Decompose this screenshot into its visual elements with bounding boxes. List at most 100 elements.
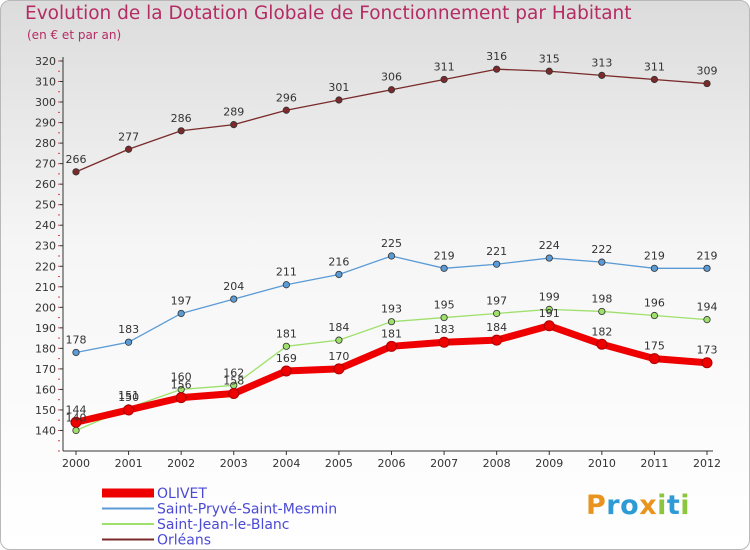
data-labels: 266 277 286 289 296 301 306 311 316 315 313 311 309 1… [66,50,718,424]
data-label: 158 [223,375,244,388]
data-point [280,365,292,377]
logo-letter: i [657,490,667,521]
data-label: 181 [381,327,402,340]
data-point [335,96,343,104]
data-point [440,75,448,84]
data-point [386,340,397,352]
data-label: 219 [697,249,718,262]
data-point [282,342,290,350]
data-point [650,264,659,272]
y-tick-label: 160 [35,383,56,396]
data-label: 221 [486,245,507,258]
data-point [335,336,343,344]
data-point [282,281,290,289]
x-tick-label: 2000 [62,457,90,470]
data-label: 170 [328,350,349,363]
data-point [650,75,659,84]
data-label: 144 [66,403,87,416]
data-point [282,106,290,114]
y-tick-label: 180 [35,342,56,355]
data-point [703,79,711,88]
data-label: 309 [697,65,718,78]
data-label: 183 [118,323,139,336]
logo-letter: t [666,490,681,521]
data-label: 140 [66,411,87,424]
data-label: 286 [171,112,192,125]
data-label: 184 [328,321,349,334]
logo-letter: r [606,490,621,521]
data-label: 219 [644,249,665,262]
data-label: 182 [591,325,612,338]
data-label: 181 [276,327,297,340]
data-label: 194 [697,301,718,314]
y-tick-label: 200 [35,301,56,314]
data-label: 197 [171,294,192,307]
x-tick-label: 2004 [272,457,300,470]
logo-letter: P [586,490,607,521]
data-point [491,334,503,346]
data-point [543,320,555,332]
data-label: 315 [539,52,560,65]
data-point [72,348,80,357]
data-label: 193 [381,303,402,316]
data-label: 311 [644,60,665,73]
data-label: 301 [328,81,349,94]
data-point [124,145,133,153]
data-point [440,313,448,322]
data-point [545,254,553,262]
data-label: 289 [223,106,244,119]
data-label: 219 [434,249,455,262]
data-label: 224 [539,239,560,252]
data-point [703,316,711,324]
data-point [228,388,240,400]
x-tick-label: 2001 [115,457,143,470]
y-tick-label: 240 [35,219,56,232]
logo-letter: i [680,490,691,521]
data-label: 313 [591,56,612,69]
chart-subtitle: (en € et par an) [27,28,122,42]
data-point [596,338,608,350]
data-label: 222 [591,243,612,256]
data-label: 199 [539,290,560,303]
x-tick-label: 2010 [588,457,616,470]
data-label: 195 [434,299,455,312]
data-label: 266 [66,153,87,166]
y-tick-label: 300 [35,96,56,109]
x-tick-label: 2002 [167,457,195,470]
data-point [335,270,343,279]
data-point [598,71,606,79]
data-point [72,426,80,435]
data-label: 277 [118,130,139,143]
data-point [333,363,345,375]
y-tick-label: 220 [35,260,56,273]
y-tick-label: 140 [35,424,56,437]
data-point [72,168,80,176]
x-tick-label: 2012 [693,457,721,470]
data-point [648,353,660,365]
y-tick-label: 310 [35,76,56,89]
data-label: 156 [171,379,192,392]
data-label: 316 [486,50,507,63]
chart-title: Evolution de la Dotation Globale de Fonc… [25,3,632,24]
series-lines [70,65,713,435]
data-point [650,311,659,320]
x-tick-label: 2003 [220,457,248,470]
y-tick-label: 280 [35,137,56,150]
data-label: 311 [434,60,455,73]
y-tick-label: 150 [35,404,56,417]
legend-label: Saint-Pryvé-Saint-Mesmin [157,502,337,518]
data-point [493,260,501,268]
y-tick-label: 190 [35,322,56,335]
y-tick-label: 260 [35,178,56,191]
data-label: 160 [171,370,192,383]
x-tick-label: 2005 [325,457,353,470]
data-point [440,264,448,272]
data-label: 178 [66,333,87,346]
x-tick-label: 2009 [535,457,563,470]
data-label: 225 [381,237,402,250]
data-label: 198 [591,292,612,305]
axes: 140 150 160 170 180 190 200 210 220 230 240 250 260 2… [35,55,721,470]
data-label: 216 [328,255,349,268]
